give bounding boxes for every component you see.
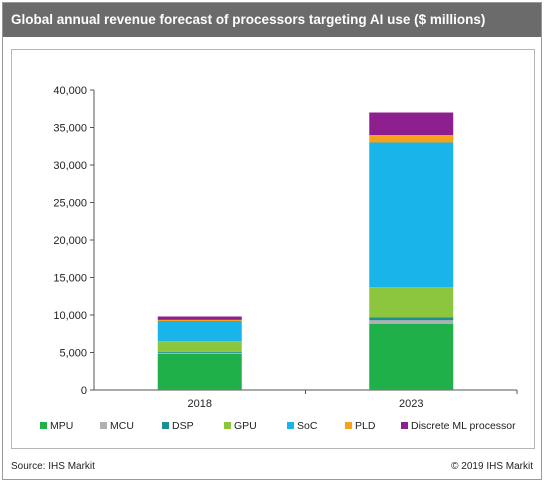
- source-note: Source: IHS Markit: [11, 461, 95, 472]
- bar-2023-soc: [369, 142, 454, 288]
- legend-label-soc: SoC: [297, 420, 318, 432]
- y-tick-label-0: 0: [81, 385, 87, 397]
- legend-swatch-dsp: [162, 422, 169, 429]
- legend-label-discrete-ml-processor: Discrete ML processor: [411, 420, 516, 432]
- bar-2023-mcu: [369, 320, 454, 324]
- bar-2018-discrete-ml-processor: [157, 316, 242, 320]
- chart-title: Global annual revenue forecast of proces…: [3, 3, 541, 37]
- legend-swatch-discrete-ml-processor: [401, 422, 408, 429]
- plot-area-box: 0 5,000 10,000 15,000 20,000 25,000 30,000 35,0…: [11, 49, 535, 449]
- y-tick-label-3: 15,000: [53, 273, 87, 285]
- y-tick-label-8: 40,000: [53, 85, 87, 97]
- y-tick-label-6: 30,000: [53, 160, 87, 172]
- bar-2023-discrete-ml-processor: [369, 112, 454, 135]
- legend-swatch-mpu: [40, 422, 47, 429]
- y-tick-label-1: 5,000: [59, 348, 87, 360]
- bar-2023-dsp: [369, 317, 454, 321]
- x-tick-label-2018: 2018: [188, 398, 212, 410]
- bar-2018-mpu: [157, 354, 242, 390]
- chart-svg: 0 5,000 10,000 15,000 20,000 25,000 30,000 35,0…: [40, 85, 518, 432]
- y-tick-label-4: 20,000: [53, 235, 87, 247]
- legend-label-mcu: MCU: [110, 420, 134, 432]
- y-tick-label-5: 25,000: [53, 198, 87, 210]
- copyright-note: © 2019 IHS Markit: [451, 461, 533, 472]
- legend-label-gpu: GPU: [234, 420, 257, 432]
- legend-swatch-gpu: [224, 422, 231, 429]
- bar-2018-soc: [157, 321, 242, 342]
- y-tick-label-7: 35,000: [53, 123, 87, 135]
- bar-2018-gpu: [157, 341, 242, 352]
- legend-label-mpu: MPU: [50, 420, 73, 432]
- x-tick-label-2023: 2023: [399, 398, 423, 410]
- legend-swatch-mcu: [100, 422, 107, 429]
- bar-2018-mcu: [157, 352, 242, 354]
- bar-2023-gpu: [369, 287, 454, 318]
- bar-2018-pld: [157, 319, 242, 321]
- bar-2018-dsp: [157, 351, 242, 353]
- y-tick-label-2: 10,000: [53, 310, 87, 322]
- chart-frame: Global annual revenue forecast of proces…: [2, 2, 542, 480]
- legend-swatch-pld: [345, 422, 352, 429]
- bar-2023-mpu: [369, 324, 454, 390]
- legend-label-pld: PLD: [355, 420, 376, 432]
- legend-swatch-soc: [287, 422, 294, 429]
- legend-label-dsp: DSP: [172, 420, 194, 432]
- bar-2023-pld: [369, 135, 454, 143]
